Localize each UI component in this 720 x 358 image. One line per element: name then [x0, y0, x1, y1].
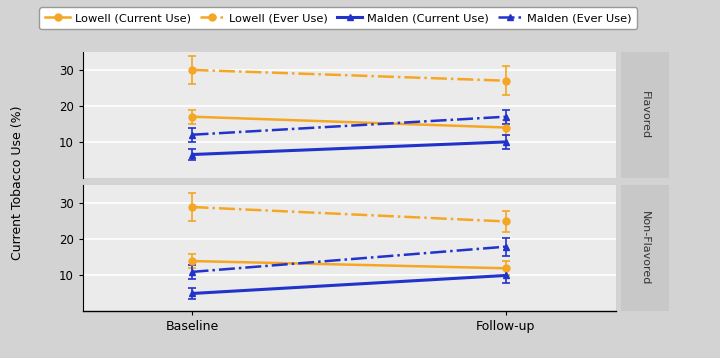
Legend: Lowell (Current Use), Lowell (Ever Use), Malden (Current Use), Malden (Ever Use): Lowell (Current Use), Lowell (Ever Use),… [40, 8, 637, 29]
Text: Current Tobacco Use (%): Current Tobacco Use (%) [12, 105, 24, 260]
